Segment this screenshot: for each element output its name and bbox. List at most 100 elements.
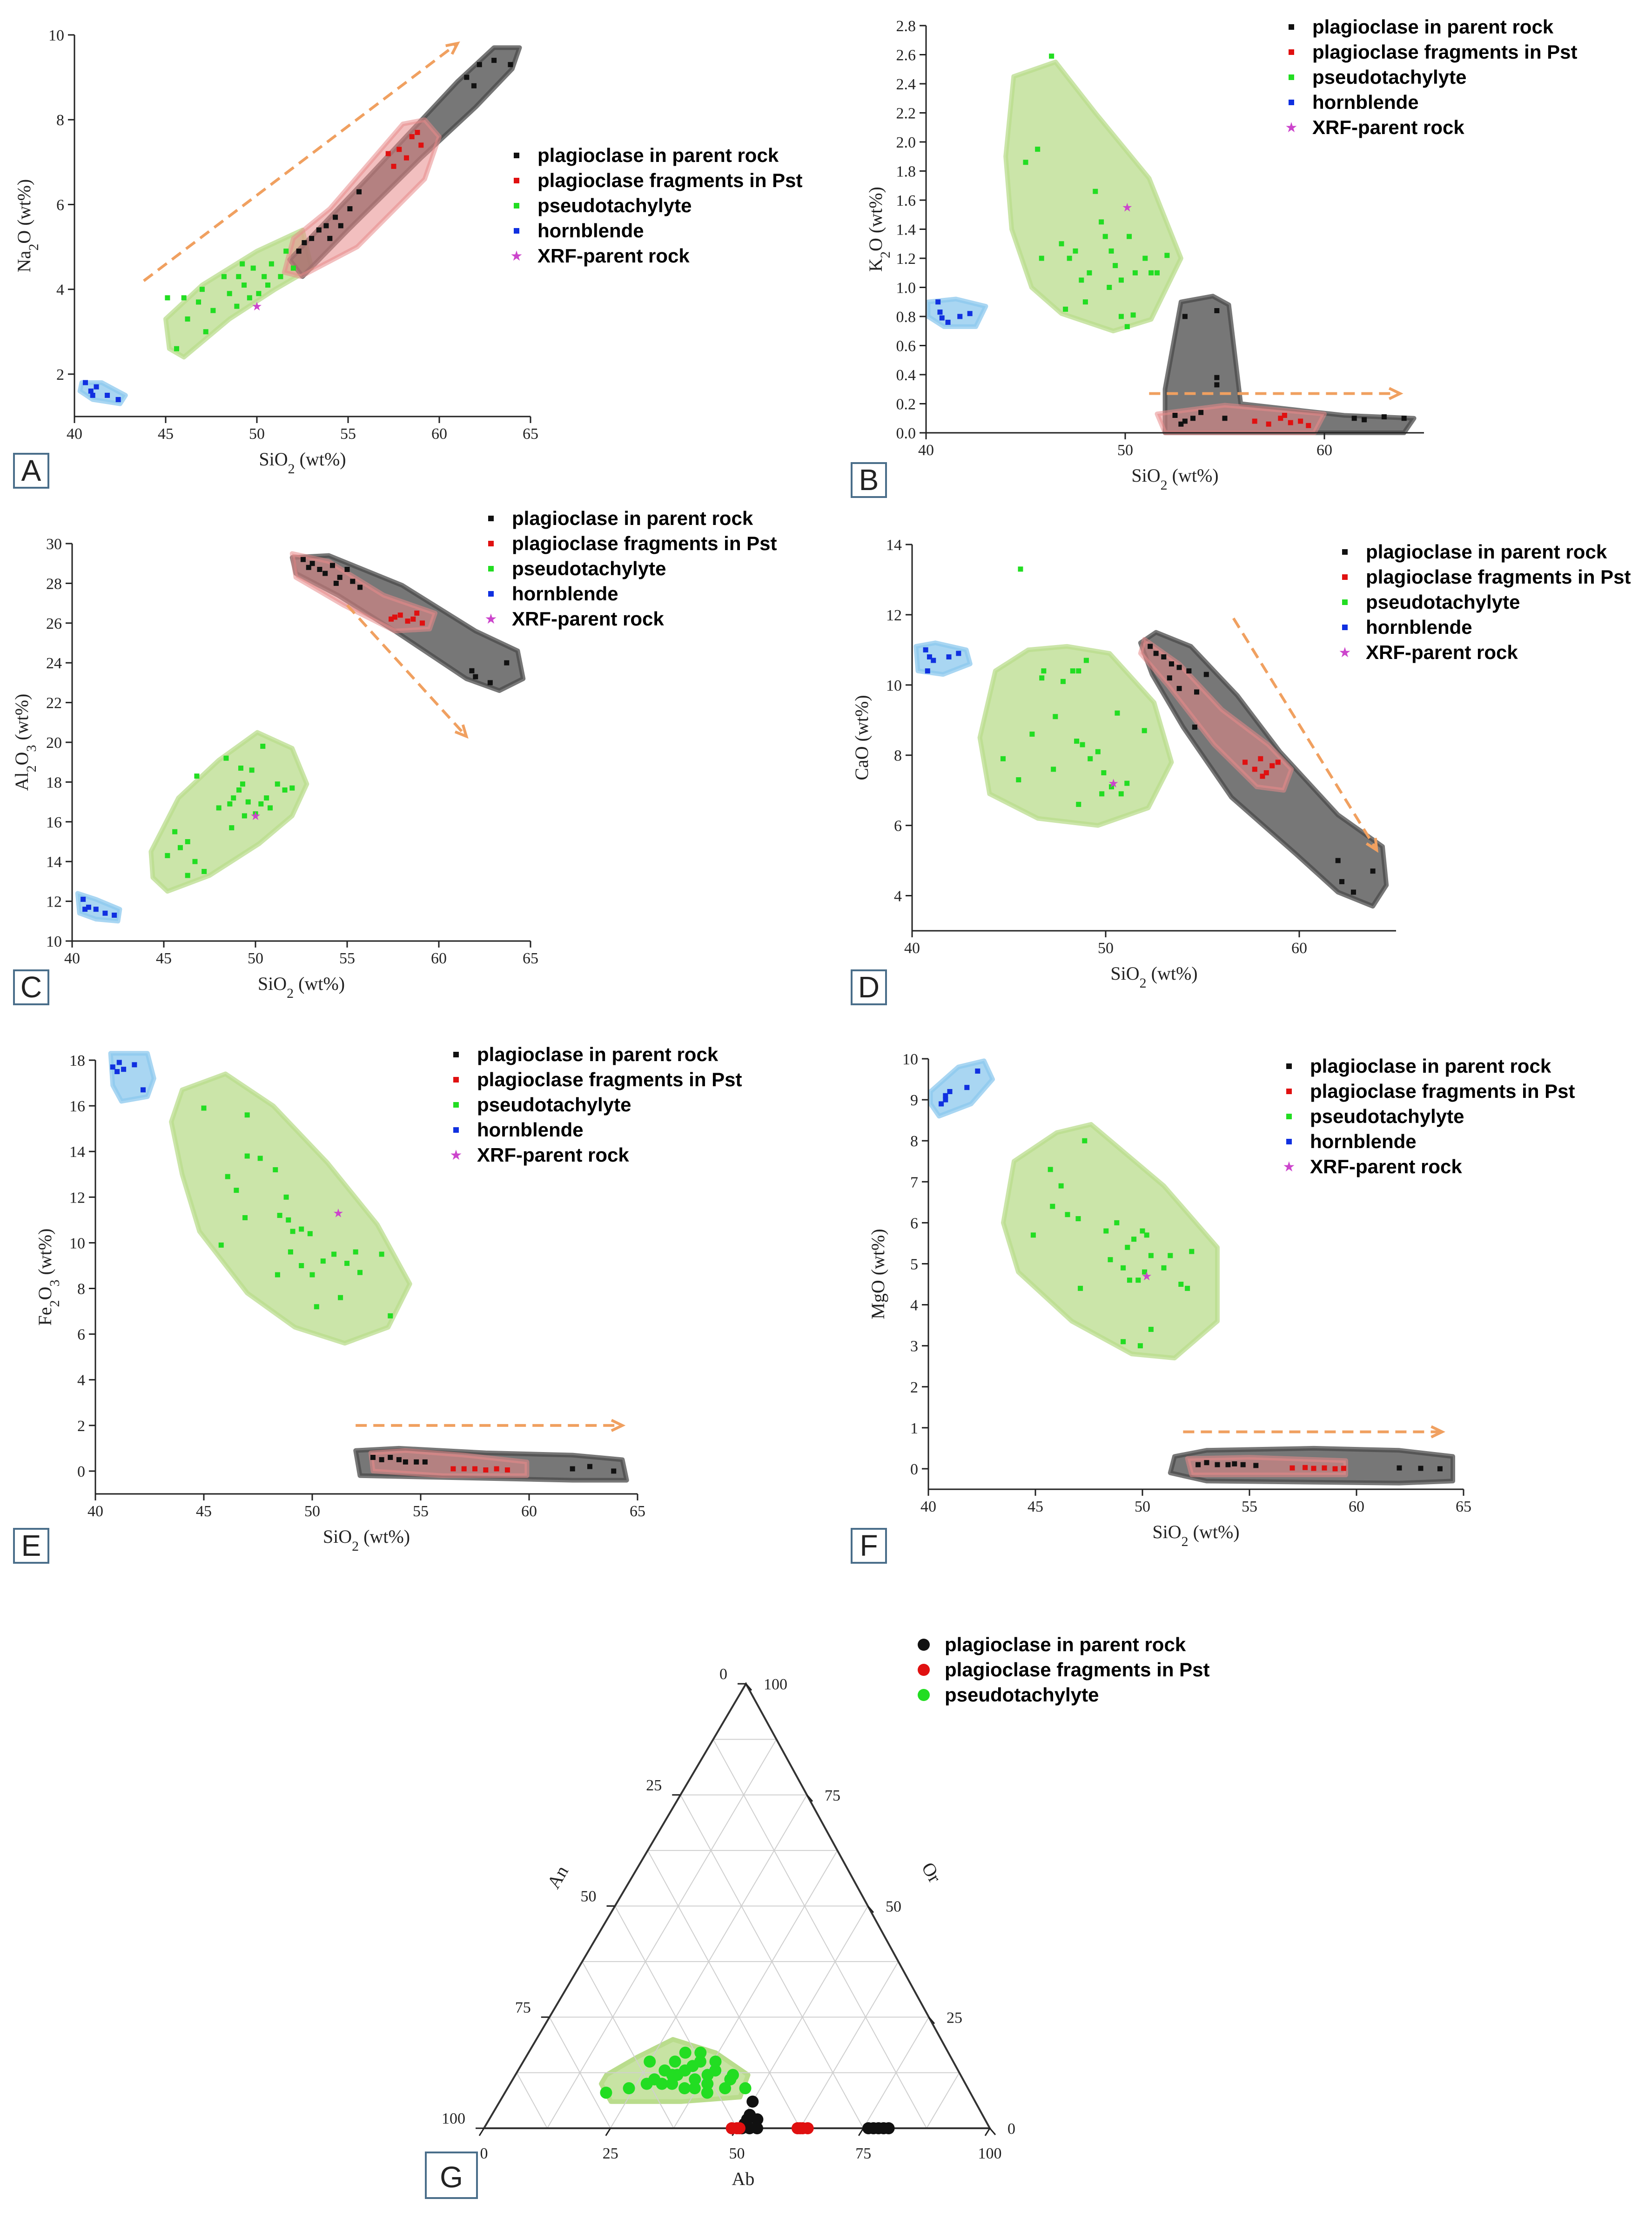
point-pseudo (648, 2073, 661, 2085)
trend-arrow-head (1388, 387, 1404, 400)
point-parent (1350, 889, 1356, 895)
point-parent (587, 1464, 592, 1469)
legend: plagioclase in parent rock plagioclase fr… (1285, 16, 1578, 138)
point-parent (323, 223, 329, 229)
region-hbl (913, 640, 973, 677)
legend-marker-pst (488, 541, 494, 546)
point-pseudo (1059, 241, 1064, 247)
point-pseudo (1080, 742, 1085, 747)
legend-label-pseudo: pseudotachylyte (512, 558, 666, 579)
point-pseudo (229, 825, 235, 831)
legend-label-parent: plagioclase in parent rock (1310, 1055, 1551, 1077)
grid-line (614, 1906, 738, 2129)
region-pst (289, 551, 438, 633)
y-tick-label: 28 (46, 575, 62, 592)
point-pseudo (388, 1313, 393, 1318)
point-pseudo (196, 299, 201, 305)
point-pseudo (1101, 770, 1107, 775)
point-pseudo (227, 291, 232, 296)
point-pseudo (1053, 714, 1058, 719)
point-pseudo (1060, 679, 1066, 684)
point-parent (309, 235, 315, 241)
point-pseudo (1118, 314, 1124, 319)
point-pseudo (1125, 1244, 1130, 1250)
legend-marker-parent (1289, 24, 1294, 30)
x-tick-label: 65 (523, 950, 538, 967)
x-tick-label: 40 (87, 1503, 103, 1520)
region-hbl (77, 380, 128, 406)
legend-label-xrf: XRF-parent rock (512, 608, 664, 630)
legend: plagioclase in parent rock plagioclase fr… (510, 144, 803, 267)
point-hbl (943, 1093, 948, 1098)
point-parent (370, 1455, 376, 1460)
point-pseudo (165, 295, 170, 301)
point-hbl (975, 1068, 980, 1074)
point-pseudo (1127, 1278, 1132, 1283)
legend-marker-parent (453, 1052, 459, 1057)
point-pseudo (234, 1188, 239, 1193)
point-pseudo (689, 2073, 701, 2085)
point-parent (1190, 416, 1196, 421)
x-tick-label: 60 (431, 425, 447, 443)
point-pseudo (1048, 1167, 1053, 1172)
x-tick-label: 50 (1135, 1498, 1150, 1515)
point-hbl (88, 388, 94, 394)
legend-label-hbl: hornblende (1366, 616, 1472, 638)
y-tick-label: 1 (910, 1420, 918, 1437)
x-axis-label: SiO2 (wt%) (258, 973, 345, 1001)
x-tick-label: 45 (158, 425, 174, 443)
point-pseudo (1093, 188, 1098, 194)
point-pseudo (242, 282, 247, 288)
y-tick-label: 2.0 (896, 134, 916, 151)
legend-label-pst: plagioclase fragments in Pst (1312, 41, 1578, 63)
panel-A: ★ 40 45 50 55 60 65 2 4 6 8 10 SiO2 (wt%) Na2O (wt%) p… (13, 27, 803, 489)
y-tick-label: 12 (69, 1189, 85, 1206)
point-pseudo (238, 766, 243, 771)
point-pseudo (240, 781, 245, 787)
point-pst (397, 612, 403, 618)
y-tick-label: 20 (46, 734, 62, 752)
y-tick-label: 18 (69, 1052, 85, 1069)
point-parent (309, 561, 315, 566)
point-hbl (943, 1097, 948, 1103)
x-tick-label: 40 (904, 940, 920, 957)
point-pseudo (1065, 1212, 1070, 1217)
point-hbl (947, 1089, 953, 1094)
y-tick-label: 2.8 (896, 18, 916, 35)
legend-label-parent: plagioclase in parent rock (1312, 16, 1554, 38)
point-pseudo (1137, 1343, 1143, 1349)
y-tick-label: 1.2 (896, 250, 916, 268)
point-parent (414, 1459, 419, 1465)
point-pst (461, 1466, 467, 1472)
y-tick-label: 7 (910, 1174, 918, 1191)
point-pseudo (1099, 219, 1104, 225)
point-pseudo (1130, 312, 1136, 318)
point-pseudo (666, 2078, 678, 2090)
point-hbl (81, 896, 86, 902)
point-hbl (964, 1085, 970, 1090)
point-pseudo (1127, 234, 1132, 239)
point-pseudo (1073, 248, 1078, 254)
point-pseudo (234, 303, 240, 309)
point-parent (1194, 689, 1200, 695)
point-pseudo (600, 2086, 612, 2099)
point-pst (504, 1467, 510, 1473)
legend-label-xrf: XRF-parent rock (1312, 116, 1464, 138)
point-parent (347, 206, 353, 212)
point-parent (1178, 421, 1184, 427)
right-tick-label: 75 (825, 1787, 840, 1804)
point-hbl (931, 658, 936, 663)
bottom-tick (478, 2128, 485, 2136)
point-hbl (935, 299, 941, 305)
point-pseudo (1082, 299, 1088, 305)
legend-marker-parent (918, 1639, 930, 1651)
panel-label-box (13, 453, 49, 489)
y-tick-label: 0.8 (896, 309, 916, 326)
point-pseudo (268, 805, 273, 811)
point-parent (327, 235, 333, 241)
y-tick-label: 8 (56, 112, 64, 129)
legend-label-parent: plagioclase in parent rock (537, 144, 779, 166)
legend-label-parent: plagioclase in parent rock (945, 1634, 1186, 1655)
point-parent (316, 227, 322, 233)
point-pseudo (1108, 248, 1114, 254)
